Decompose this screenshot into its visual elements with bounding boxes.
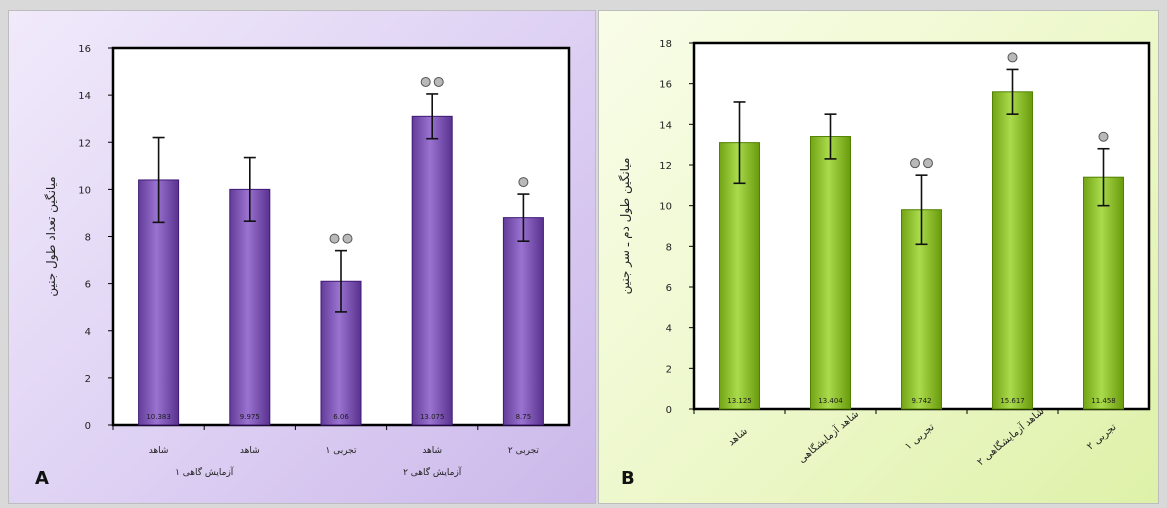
category-label: تجربی ۲ <box>1085 422 1119 453</box>
chart-panel-a: 0 2 4 6 8 10 12 14 16 میانگین تعداد طول جنین 10.38… <box>8 10 596 504</box>
bar-value-label: 9.975 <box>240 413 260 421</box>
bar-value-label: 13.125 <box>727 397 752 405</box>
y-tick-label: 12 <box>78 138 91 149</box>
y-tick-label: 8 <box>666 242 672 253</box>
significance-mark <box>923 158 933 169</box>
category-label: شاهد <box>726 426 750 449</box>
y-tick-label: 10 <box>659 202 672 213</box>
y-tick-label: 18 <box>659 39 672 50</box>
bar-value-label: 13.404 <box>818 397 843 405</box>
bar <box>502 217 544 426</box>
category-label: شاهد <box>240 446 260 456</box>
y-axis-label: میانگین طول دم ـ سر جنین <box>618 158 633 295</box>
significance-mark <box>342 233 353 244</box>
y-tick-label: 4 <box>85 327 91 338</box>
panel-b-label: B <box>621 468 635 489</box>
y-tick-label: 12 <box>659 161 672 172</box>
category-label: شاهد <box>149 446 169 456</box>
bar-value-label: 8.75 <box>516 413 532 421</box>
bar <box>1083 176 1124 410</box>
y-tick-label: 2 <box>666 364 672 375</box>
bar <box>229 188 271 426</box>
significance-mark <box>518 177 529 188</box>
category-label: شاهد آزمایشگاهی ۲ <box>974 404 1046 468</box>
panel-a-label: A <box>35 468 49 489</box>
category-label: شاهد آزمایشگاهی <box>795 407 861 465</box>
y-tick-label: 14 <box>659 120 672 131</box>
chart-a-svg: 0 2 4 6 8 10 12 14 16 میانگین تعداد طول جنین 10.38… <box>44 44 571 478</box>
category-label: شاهد <box>422 446 442 456</box>
y-tick-label: 6 <box>85 280 91 291</box>
group-label: آزمایش گاهی ۱ <box>175 466 234 478</box>
chart-panel-b: 0 2 4 6 8 10 12 14 16 18 میانگین طول دم ـ سر جنین 1… <box>598 10 1159 504</box>
significance-mark <box>329 233 340 244</box>
y-tick-label: 16 <box>78 44 91 55</box>
bar <box>411 115 453 426</box>
y-tick-label: 0 <box>85 421 91 432</box>
y-tick-label: 8 <box>85 233 91 244</box>
y-tick-label: 16 <box>659 80 672 91</box>
y-axis-label: میانگین تعداد طول جنین <box>44 176 59 296</box>
significance-mark <box>1007 52 1018 63</box>
significance-mark <box>420 76 431 87</box>
y-tick-label: 0 <box>666 405 672 416</box>
significance-mark <box>433 76 444 87</box>
bar-value-label: 13.075 <box>420 413 445 421</box>
y-tick-label: 4 <box>666 324 672 335</box>
bar <box>810 136 851 410</box>
y-tick-label: 14 <box>78 91 91 102</box>
significance-mark <box>1098 131 1109 142</box>
bar-value-label: 10.383 <box>146 413 171 421</box>
bar-value-label: 9.742 <box>911 397 931 405</box>
significance-mark <box>910 158 920 169</box>
group-label: آزمایش گاهی ۲ <box>403 466 462 478</box>
bar-value-label: 11.458 <box>1091 397 1116 405</box>
chart-b-svg: 0 2 4 6 8 10 12 14 16 18 میانگین طول دم ـ سر جنین 1… <box>618 39 1151 468</box>
y-tick-label: 10 <box>78 185 91 196</box>
y-tick-label: 2 <box>85 374 91 385</box>
category-label: تجربی ۱ <box>326 446 357 456</box>
bar-value-label: 6.06 <box>333 413 349 421</box>
category-label: تجربی ۱ <box>903 422 937 453</box>
bar <box>992 91 1033 410</box>
bar-value-label: 15.617 <box>1000 397 1025 405</box>
category-label: تجربی ۲ <box>508 446 539 456</box>
y-tick-label: 6 <box>666 283 672 294</box>
